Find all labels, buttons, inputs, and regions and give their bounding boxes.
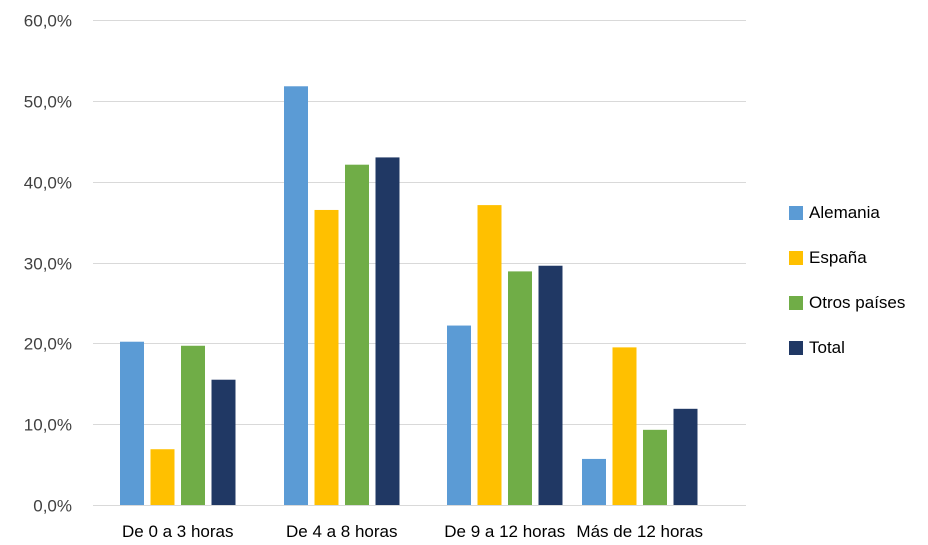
bar-españa-2 — [314, 209, 339, 506]
x-category-label: De 4 a 8 horas — [286, 522, 398, 541]
legend-swatch — [789, 341, 803, 355]
x-category-label: De 0 a 3 horas — [122, 522, 234, 541]
bar-alemania-4 — [582, 458, 606, 505]
legend: Alemania España Otros países Total — [789, 203, 905, 357]
bar-españa-4 — [612, 347, 637, 505]
bar-otros-países-1 — [181, 345, 205, 505]
bar-alemania-2 — [284, 86, 308, 506]
y-tick-label: 30,0% — [24, 255, 72, 274]
legend-label: Total — [809, 338, 845, 357]
bar-otros-países-3 — [508, 271, 532, 505]
bar-otros-países-4 — [643, 429, 667, 505]
x-axis-category-labels: De 0 a 3 horas De 4 a 8 horas De 9 a 12 ho… — [122, 522, 703, 541]
x-category-label: Más de 12 horas — [576, 522, 703, 541]
y-tick-label: 10,0% — [24, 416, 72, 435]
bars — [120, 86, 698, 506]
y-tick-label: 60,0% — [24, 12, 72, 31]
legend-swatch — [789, 206, 803, 220]
legend-label: Otros países — [809, 293, 905, 312]
y-tick-label: 0,0% — [33, 497, 72, 516]
bar-alemania-1 — [120, 341, 144, 505]
legend-label: Alemania — [809, 203, 880, 222]
legend-swatch — [789, 296, 803, 310]
legend-swatch — [789, 251, 803, 265]
bar-españa-1 — [150, 449, 175, 505]
bar-total-4 — [673, 408, 698, 505]
y-tick-label: 50,0% — [24, 93, 72, 112]
bar-total-2 — [375, 157, 400, 505]
bar-total-3 — [538, 265, 563, 505]
legend-label: España — [809, 248, 867, 267]
y-axis-tick-labels: 0,0% 10,0% 20,0% 30,0% 40,0% 50,0% 60,0% — [24, 12, 72, 516]
bar-total-1 — [211, 379, 236, 505]
bar-otros-países-2 — [345, 164, 369, 506]
bar-alemania-3 — [447, 325, 471, 505]
bar-españa-3 — [477, 205, 502, 505]
x-category-label: De 9 a 12 horas — [444, 522, 565, 541]
y-tick-label: 40,0% — [24, 174, 72, 193]
y-tick-label: 20,0% — [24, 335, 72, 354]
